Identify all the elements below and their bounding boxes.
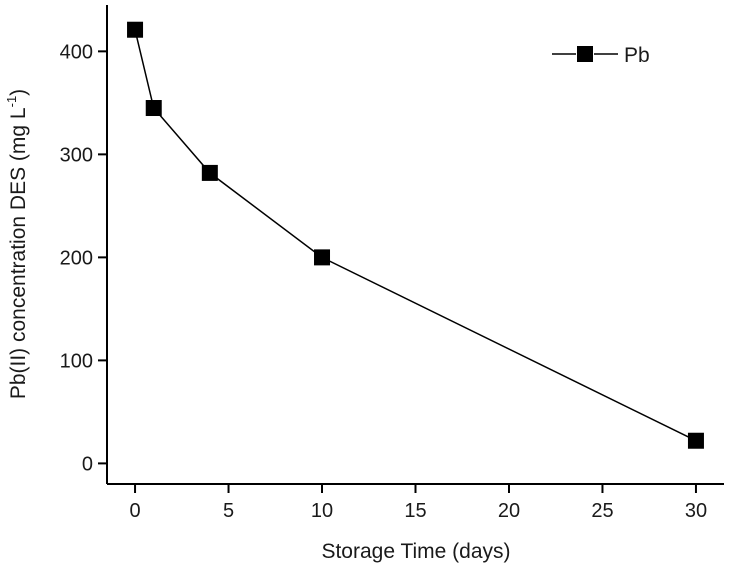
x-tick-label: 30 bbox=[685, 500, 707, 522]
series-layer bbox=[127, 21, 704, 449]
data-point bbox=[314, 249, 331, 266]
y-tick-label: 100 bbox=[60, 350, 93, 372]
legend-label-pb: Pb bbox=[624, 44, 650, 67]
x-tick-label: 10 bbox=[311, 500, 333, 522]
x-tick-label: 0 bbox=[129, 500, 140, 522]
y-axis-title-close: ) bbox=[7, 89, 30, 96]
legend-marker bbox=[577, 46, 593, 62]
data-point bbox=[687, 432, 704, 449]
data-point bbox=[127, 21, 144, 38]
y-axis-title-sup: -1 bbox=[4, 96, 19, 108]
x-ticks: 0 5 10 15 20 25 30 bbox=[129, 484, 707, 522]
data-point bbox=[145, 100, 162, 117]
x-tick-label: 5 bbox=[223, 500, 234, 522]
y-tick-label: 0 bbox=[82, 453, 93, 475]
x-axis-title: Storage Time (days) bbox=[321, 540, 510, 563]
y-ticks: 0 100 200 300 400 bbox=[60, 41, 107, 475]
x-tick-label: 15 bbox=[404, 500, 426, 522]
axes bbox=[106, 5, 724, 485]
x-tick-label: 25 bbox=[591, 500, 613, 522]
y-tick-label: 400 bbox=[60, 41, 93, 63]
y-tick-label: 200 bbox=[60, 247, 93, 269]
legend: Pb bbox=[552, 44, 650, 67]
series-line-pb bbox=[134, 29, 697, 442]
y-tick-label: 300 bbox=[60, 144, 93, 166]
x-tick-label: 20 bbox=[498, 500, 520, 522]
y-axis-title: Pb(II) concentration DES (mg L-1) bbox=[4, 89, 30, 399]
y-axis-title-main: Pb(II) concentration DES (mg L bbox=[7, 107, 30, 399]
data-point bbox=[201, 164, 218, 181]
